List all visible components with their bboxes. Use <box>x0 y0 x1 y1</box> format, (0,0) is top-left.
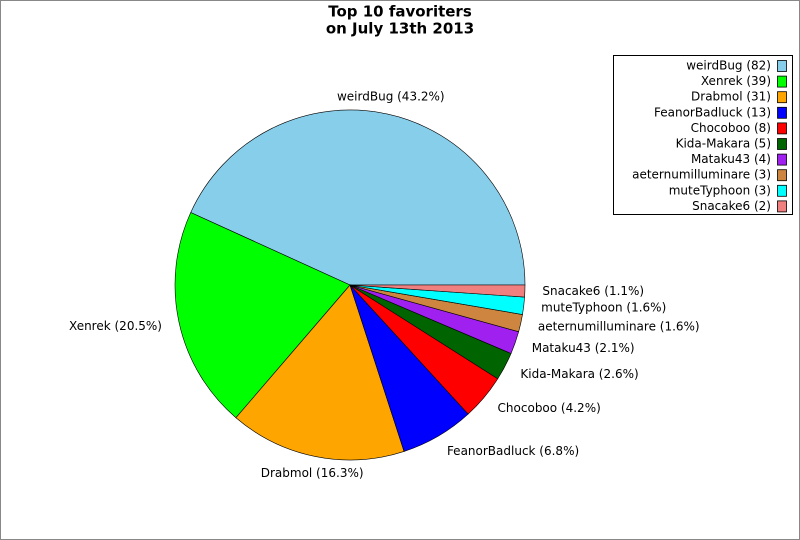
chart-title: Top 10 favoriters <box>328 3 472 21</box>
legend-swatch <box>777 184 787 197</box>
legend-label: Mataku43 (4) <box>691 152 771 166</box>
legend-swatch <box>777 200 787 213</box>
legend-label: aeternumilluminare (3) <box>632 168 771 182</box>
legend-label: muteTyphoon (3) <box>669 183 771 197</box>
legend-label: FeanorBadluck (13) <box>654 105 771 119</box>
legend-swatch <box>777 60 787 72</box>
legend-swatch <box>777 153 787 166</box>
slice-label: weirdBug (43.2%) <box>337 89 445 103</box>
legend-swatch <box>777 122 787 135</box>
legend-swatch <box>777 138 787 150</box>
legend-swatch <box>777 91 787 104</box>
legend-label: Kida-Makara (5) <box>676 137 771 151</box>
legend-label: Drabmol (31) <box>691 90 771 104</box>
pie-slice <box>235 284 405 461</box>
pie-slice <box>190 109 526 286</box>
slice-label: aeternumilluminare (1.6%) <box>538 319 700 333</box>
legend-label: weirdBug (82) <box>686 59 771 73</box>
pie-slice <box>174 212 351 419</box>
slice-label: muteTyphoon (1.6%) <box>541 300 666 314</box>
legend-swatch <box>777 106 787 119</box>
slice-label: Chocoboo (4.2%) <box>498 401 601 415</box>
legend-label: Chocoboo (8) <box>691 121 771 135</box>
legend-label: Snacake6 (2) <box>692 199 771 213</box>
legend-swatch <box>777 169 787 182</box>
slice-label: Drabmol (16.3%) <box>261 466 364 480</box>
slice-label: FeanorBadluck (6.8%) <box>447 444 579 458</box>
pie-slice <box>349 284 526 298</box>
slice-label: Xenrek (20.5%) <box>69 319 162 333</box>
chart-title: on July 13th 2013 <box>326 20 474 38</box>
legend-box <box>613 55 793 215</box>
slice-label: Kida-Makara (2.6%) <box>520 367 638 381</box>
legend-swatch <box>777 75 787 88</box>
legend-label: Xenrek (39) <box>701 74 771 88</box>
slice-label: Mataku43 (2.1%) <box>532 341 635 355</box>
slice-label: Snacake6 (1.1%) <box>542 284 644 298</box>
